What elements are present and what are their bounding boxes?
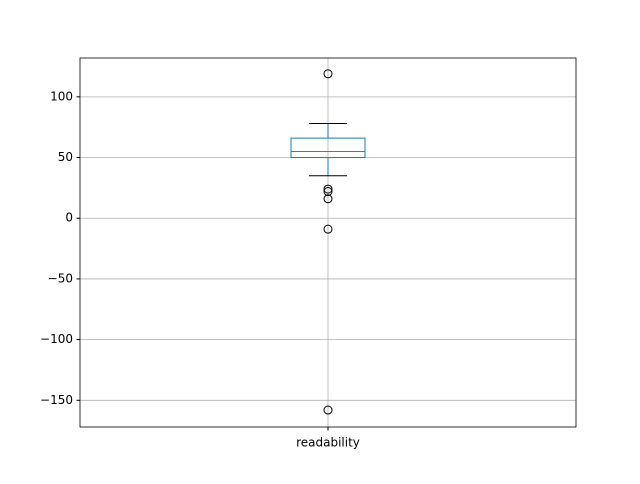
flier [323, 194, 333, 204]
y-tick-label: 0 [65, 211, 73, 225]
flier [323, 69, 333, 79]
box [290, 137, 366, 159]
flier [323, 224, 333, 234]
y-tick-label: −150 [40, 393, 73, 407]
y-tick-label: 100 [50, 89, 73, 103]
y-tick-label: −50 [48, 271, 73, 285]
flier [323, 187, 333, 197]
y-tick-label: 50 [58, 150, 73, 164]
x-tick-label: readability [296, 436, 360, 450]
y-tick-label: −100 [40, 332, 73, 346]
flier [323, 184, 333, 194]
marks-layer [290, 69, 366, 415]
flier [323, 405, 333, 415]
